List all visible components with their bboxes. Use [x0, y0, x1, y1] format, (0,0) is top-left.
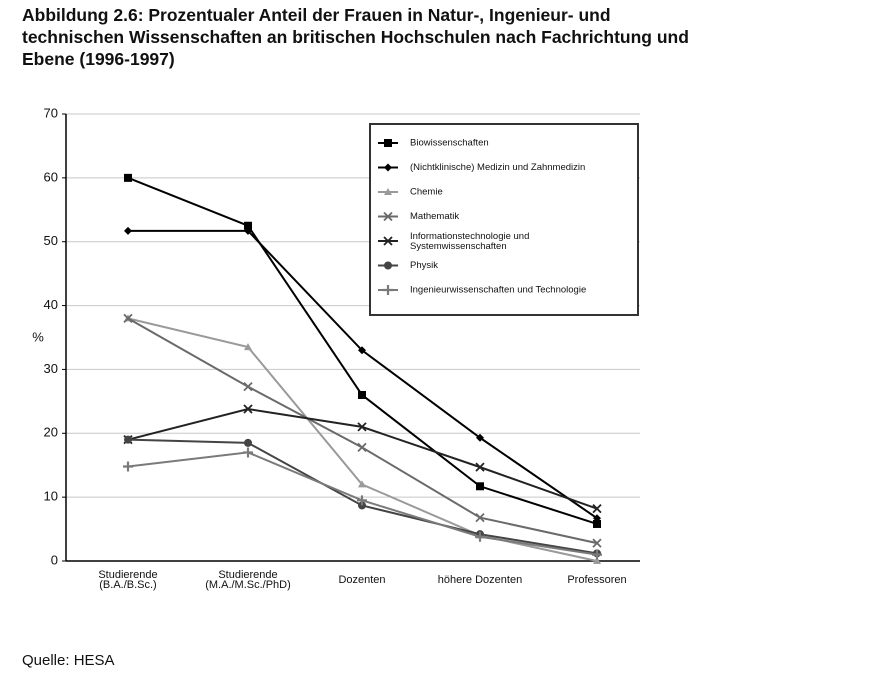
legend-label: Chemie [410, 187, 443, 198]
marker [358, 390, 366, 399]
y-tick-label: 40 [44, 297, 58, 312]
marker [123, 461, 133, 472]
y-tick-label: 70 [44, 105, 58, 120]
marker [384, 139, 392, 147]
marker [476, 433, 484, 442]
y-tick-label: 50 [44, 233, 58, 248]
marker [357, 422, 367, 432]
marker [244, 221, 252, 230]
marker [384, 163, 392, 172]
y-tick-label: 10 [44, 489, 58, 504]
y-tick-label: 30 [44, 361, 58, 376]
series [124, 226, 601, 523]
marker [592, 504, 602, 514]
marker [592, 549, 602, 560]
source-note: Quelle: HESA [22, 652, 115, 669]
marker [475, 531, 485, 542]
marker [357, 442, 367, 452]
marker [357, 495, 367, 506]
chart-title: Abbildung 2.6: Prozentualer Anteil der F… [22, 5, 689, 69]
series [123, 404, 602, 514]
marker [123, 313, 133, 323]
marker [244, 226, 252, 235]
marker [243, 382, 253, 392]
marker [244, 438, 252, 447]
marker [358, 346, 366, 355]
legend-label: (Nichtklinische) Medizin und Zahnmedizin [410, 162, 585, 173]
y-axis-label: % [32, 329, 44, 344]
marker [593, 514, 601, 523]
x-tick-label: höhere Dozenten [438, 574, 522, 586]
series [123, 447, 602, 560]
x-tick-label: Studierende (M.A./M.Sc./PhD) [205, 569, 291, 591]
chart: 0 10 20 30 40 50 60 70% Studierende (B.A./B.Sc.) S… [32, 105, 640, 591]
series [124, 173, 601, 528]
legend-label: Informationstechnologie und Systemwissens… [410, 231, 529, 252]
series [123, 313, 602, 548]
marker [358, 480, 366, 488]
marker [592, 538, 602, 548]
legend-label: Ingenieurwissenschaften und Technologie [410, 285, 586, 296]
marker [383, 285, 393, 295]
marker [124, 173, 132, 182]
legend-label: Mathematik [410, 211, 459, 222]
marker [124, 226, 132, 235]
x-tick-label: Professoren [567, 574, 626, 586]
marker [593, 557, 601, 564]
marker [243, 447, 253, 458]
marker [358, 501, 366, 510]
y-tick-label: 60 [44, 169, 58, 184]
marker [476, 482, 484, 491]
marker [475, 512, 485, 523]
y-tick-label: 20 [44, 425, 58, 440]
legend-label: Physik [410, 260, 438, 271]
marker [244, 343, 252, 351]
legend-label: Biowissenschaften [410, 138, 489, 149]
marker [383, 236, 393, 246]
marker [124, 435, 132, 444]
marker [243, 404, 253, 414]
series-line [127, 317, 598, 562]
marker [383, 211, 393, 222]
legend-box [369, 123, 639, 316]
marker [384, 188, 392, 195]
marker [384, 261, 392, 270]
x-tick-label: Studierende (B.A./B.Sc.) [98, 569, 157, 591]
marker [475, 462, 485, 472]
marker [593, 519, 601, 528]
x-tick-label: Dozenten [338, 574, 385, 586]
y-tick-label: 0 [51, 552, 58, 567]
